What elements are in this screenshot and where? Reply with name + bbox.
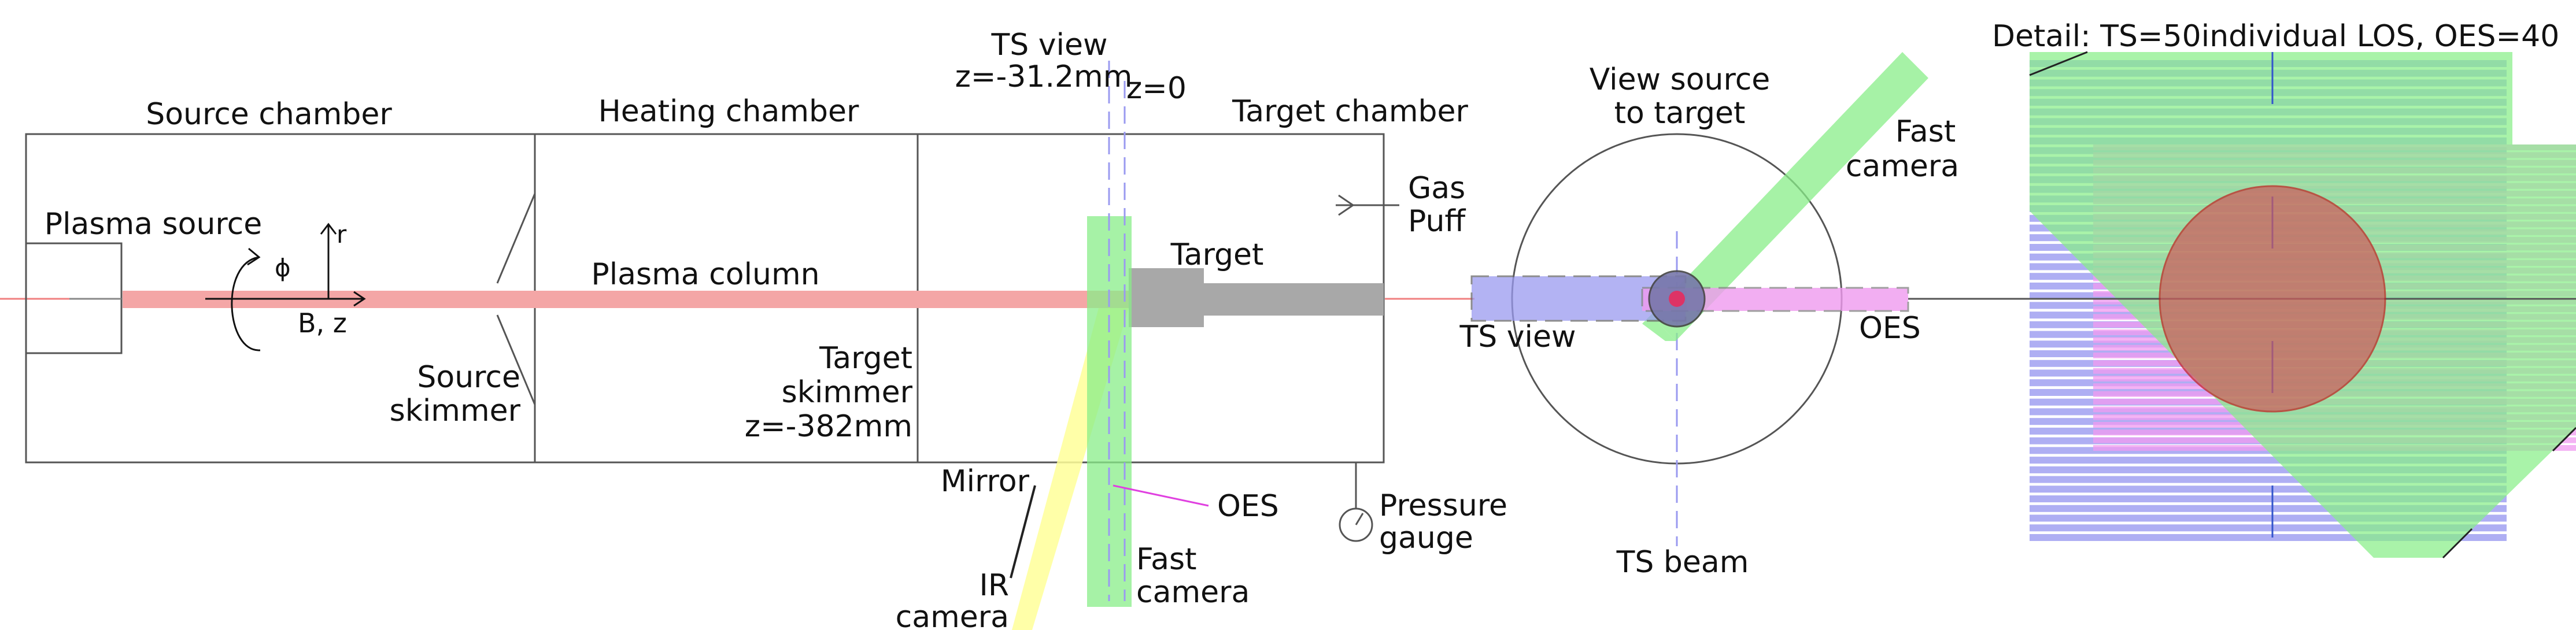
phi-arrowhead (247, 247, 261, 266)
ts-beam-label: TS beam (1616, 545, 1749, 580)
r-arrowhead (320, 223, 337, 235)
fast-camera-edge-left (2029, 51, 2088, 76)
source-skimmer-upper (496, 134, 536, 284)
plasma-column-label: Plasma column (591, 257, 819, 292)
gas-puff-label-2: Puff (1408, 204, 1466, 239)
end-view-title-2: to target (1614, 96, 1746, 131)
plasma-core-end (1669, 291, 1685, 307)
plasma-source-label: Plasma source (45, 207, 263, 242)
fast-camera-edge-far (2552, 427, 2576, 452)
bz-arrowhead (353, 291, 366, 307)
end-oes-label: OES (1859, 311, 1921, 346)
r-label: r (337, 220, 347, 249)
phi-rotation-arrow (231, 256, 261, 351)
source-skimmer-lower (496, 314, 536, 462)
end-fast-camera-label-1: Fast (1895, 114, 1956, 149)
ir-camera-label-1: IR (980, 568, 1009, 603)
gas-puff-label-1: Gas (1408, 171, 1465, 206)
z0-label: z=0 (1126, 71, 1187, 106)
fast-camera-label-2: camera (1136, 575, 1250, 610)
mirror-label: Mirror (941, 464, 1030, 499)
end-view: View source to target Fast camera TS vie… (1459, 52, 2024, 580)
plasma-cross-section-detail (2159, 185, 2386, 413)
end-fast-camera-label-2: camera (1846, 149, 1959, 184)
target-skimmer-label-1: Target (819, 341, 912, 376)
source-skimmer-label-1: Source (417, 360, 520, 395)
ts-view-label-2: z=-31.2mm (955, 60, 1133, 94)
source-skimmer-label-2: skimmer (390, 394, 521, 428)
pressure-gauge-label-1: Pressure (1379, 488, 1507, 523)
detail-title: Detail: TS=50individual LOS, OES=40 (1992, 19, 2559, 54)
target-chamber-label: Target chamber (1232, 94, 1468, 129)
gas-puff-arrowhead (1338, 194, 1355, 216)
end-ts-view-label: TS view (1459, 320, 1576, 354)
mirror (1010, 485, 1036, 579)
side-view: Source chamber Heating chamber Target ch… (0, 28, 1507, 630)
target-block (1129, 268, 1204, 327)
target-holder (1203, 283, 1384, 316)
fast-camera-beam-end (1651, 52, 1928, 341)
detail-view: Detail: TS=50individual LOS, OES=40 (1992, 19, 2576, 559)
pressure-gauge-label-2: gauge (1379, 521, 1473, 555)
oes-label: OES (1217, 489, 1279, 524)
ir-camera-label-2: camera (896, 600, 1009, 630)
end-view-title-1: View source (1590, 62, 1771, 97)
oes-pointer-line (1113, 484, 1209, 507)
ts-view-label-1: TS view (991, 28, 1107, 62)
target-skimmer-label-2: skimmer (782, 375, 913, 410)
fast-camera-edge-right (2442, 528, 2473, 559)
fast-camera-label-1: Fast (1136, 542, 1196, 577)
pressure-gauge-needle (1355, 513, 1364, 525)
source-chamber-label: Source chamber (146, 97, 392, 132)
heating-chamber-label: Heating chamber (598, 94, 859, 129)
phi-label: ϕ (275, 254, 291, 282)
target-skimmer-label-3: z=-382mm (745, 409, 912, 444)
target-label: Target (1170, 238, 1264, 272)
bz-label: B, z (298, 307, 347, 339)
